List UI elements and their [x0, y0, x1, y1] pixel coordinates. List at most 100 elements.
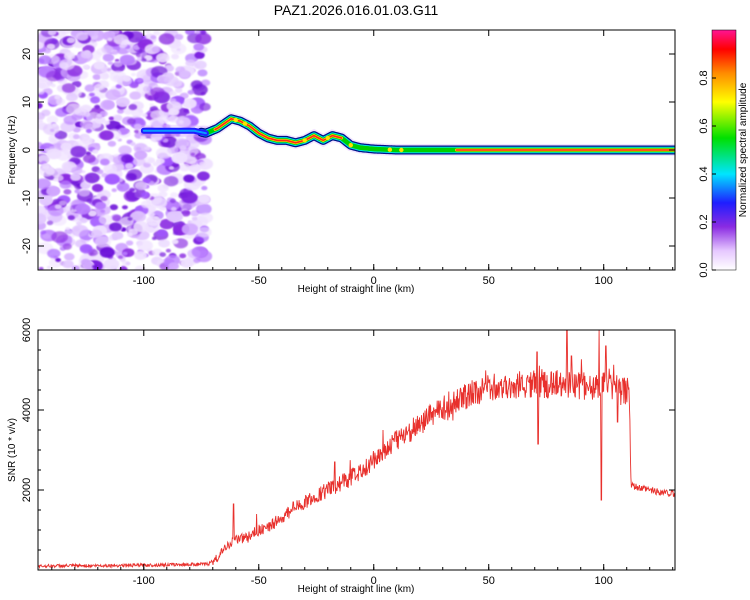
noise-blob — [111, 50, 119, 55]
noise-blob — [134, 250, 147, 260]
noise-blob — [113, 61, 123, 68]
noise-blob — [195, 203, 212, 215]
noise-blob — [134, 129, 140, 134]
noise-blob — [84, 172, 100, 184]
noise-blob — [92, 264, 98, 269]
noise-blob — [58, 200, 67, 206]
spectrogram-y-ticks: -20 -10 0 10 20 — [21, 48, 675, 254]
noise-blob — [175, 138, 189, 149]
spectrogram-x-tick-label: 0 — [371, 275, 377, 287]
spectrogram-content — [38, 30, 675, 270]
noise-blob — [38, 41, 44, 50]
noise-blob — [128, 104, 138, 111]
noise-blob — [145, 30, 151, 34]
noise-blob — [178, 120, 184, 124]
noise-blob — [187, 89, 195, 95]
noise-blob — [185, 30, 196, 36]
noise-blob — [137, 78, 143, 83]
noise-blob — [181, 223, 199, 236]
noise-blob — [63, 189, 72, 195]
noise-blob — [42, 200, 48, 204]
noise-blob — [172, 231, 178, 236]
noise-blob — [191, 216, 198, 221]
noise-blob — [89, 92, 95, 97]
noise-blob — [88, 210, 97, 217]
noise-blob — [194, 51, 205, 59]
noise-blob — [133, 123, 142, 130]
snr-x-tick-label: -100 — [133, 575, 155, 587]
noise-blob — [99, 247, 115, 258]
noise-blob — [117, 255, 123, 259]
noise-blob — [38, 154, 50, 164]
noise-blob — [99, 130, 114, 141]
noise-blob — [60, 142, 73, 151]
noise-blob — [101, 45, 114, 54]
noise-blob — [164, 132, 172, 138]
noise-blob — [127, 217, 133, 221]
noise-blob — [46, 43, 56, 50]
noise-blob — [96, 113, 102, 118]
noise-blob — [199, 102, 211, 111]
noise-blob — [63, 52, 76, 61]
noise-blob — [90, 229, 103, 238]
noise-blob — [51, 231, 68, 244]
noise-blob — [113, 115, 123, 122]
noise-blob — [103, 164, 118, 174]
noise-blob — [38, 103, 43, 108]
spectrogram-x-label: Height of straight line (km) — [298, 284, 415, 295]
noise-blob — [151, 197, 168, 209]
noise-blob — [76, 221, 82, 226]
noise-blob — [142, 177, 151, 184]
noise-blob — [98, 214, 113, 225]
noise-blob — [71, 224, 89, 237]
noise-blob — [152, 236, 157, 240]
noise-blob — [116, 182, 130, 192]
noise-blob — [141, 58, 147, 62]
noise-blob — [62, 260, 74, 269]
noise-blob — [134, 181, 148, 191]
noise-blob — [182, 98, 197, 109]
noise-blob — [55, 98, 66, 106]
noise-blob — [179, 253, 187, 259]
chart-title: PAZ1.2026.016.01.03.G11 — [274, 2, 439, 18]
snr-y-tick-label: 4000 — [21, 398, 33, 422]
noise-blob — [51, 123, 58, 127]
spectrogram-y-tick-label: -10 — [21, 190, 33, 206]
noise-blob — [111, 231, 124, 240]
noise-blob — [152, 161, 160, 167]
noise-blob — [166, 210, 183, 223]
noise-blob — [38, 205, 46, 213]
noise-blob — [141, 113, 148, 118]
noise-blob — [155, 147, 173, 159]
spectrogram-x-tick-label: 100 — [595, 275, 613, 287]
noise-blob — [41, 163, 50, 170]
noise-blob — [100, 209, 105, 213]
noise-blob — [103, 120, 111, 126]
noise-blob — [92, 149, 99, 154]
ridge-hotspot — [348, 143, 353, 148]
noise-blob — [107, 61, 113, 65]
snr-x-tick-label: -50 — [251, 575, 267, 587]
ridge-hotspot — [233, 117, 238, 123]
spectrogram-y-label: Frequency (Hz) — [7, 116, 18, 185]
noise-blob — [38, 178, 51, 190]
noise-blob — [79, 217, 88, 224]
noise-blob — [43, 48, 52, 54]
noise-blob — [73, 134, 80, 140]
noise-blob — [163, 75, 179, 87]
noise-blob — [194, 60, 207, 70]
noise-blob — [137, 240, 154, 252]
noise-blob — [81, 170, 86, 174]
noise-blob — [54, 204, 62, 210]
noise-blob — [38, 55, 52, 65]
noise-blob — [163, 176, 179, 187]
colorbar-tick-label: 0.6 — [698, 118, 710, 133]
noise-blob — [159, 252, 166, 257]
noise-blob — [39, 165, 55, 177]
noise-blob — [127, 118, 136, 125]
noise-blob — [79, 244, 93, 254]
colorbar-tick-label: 0.0 — [698, 262, 710, 277]
noise-blob — [113, 74, 121, 81]
noise-blob — [55, 258, 61, 262]
